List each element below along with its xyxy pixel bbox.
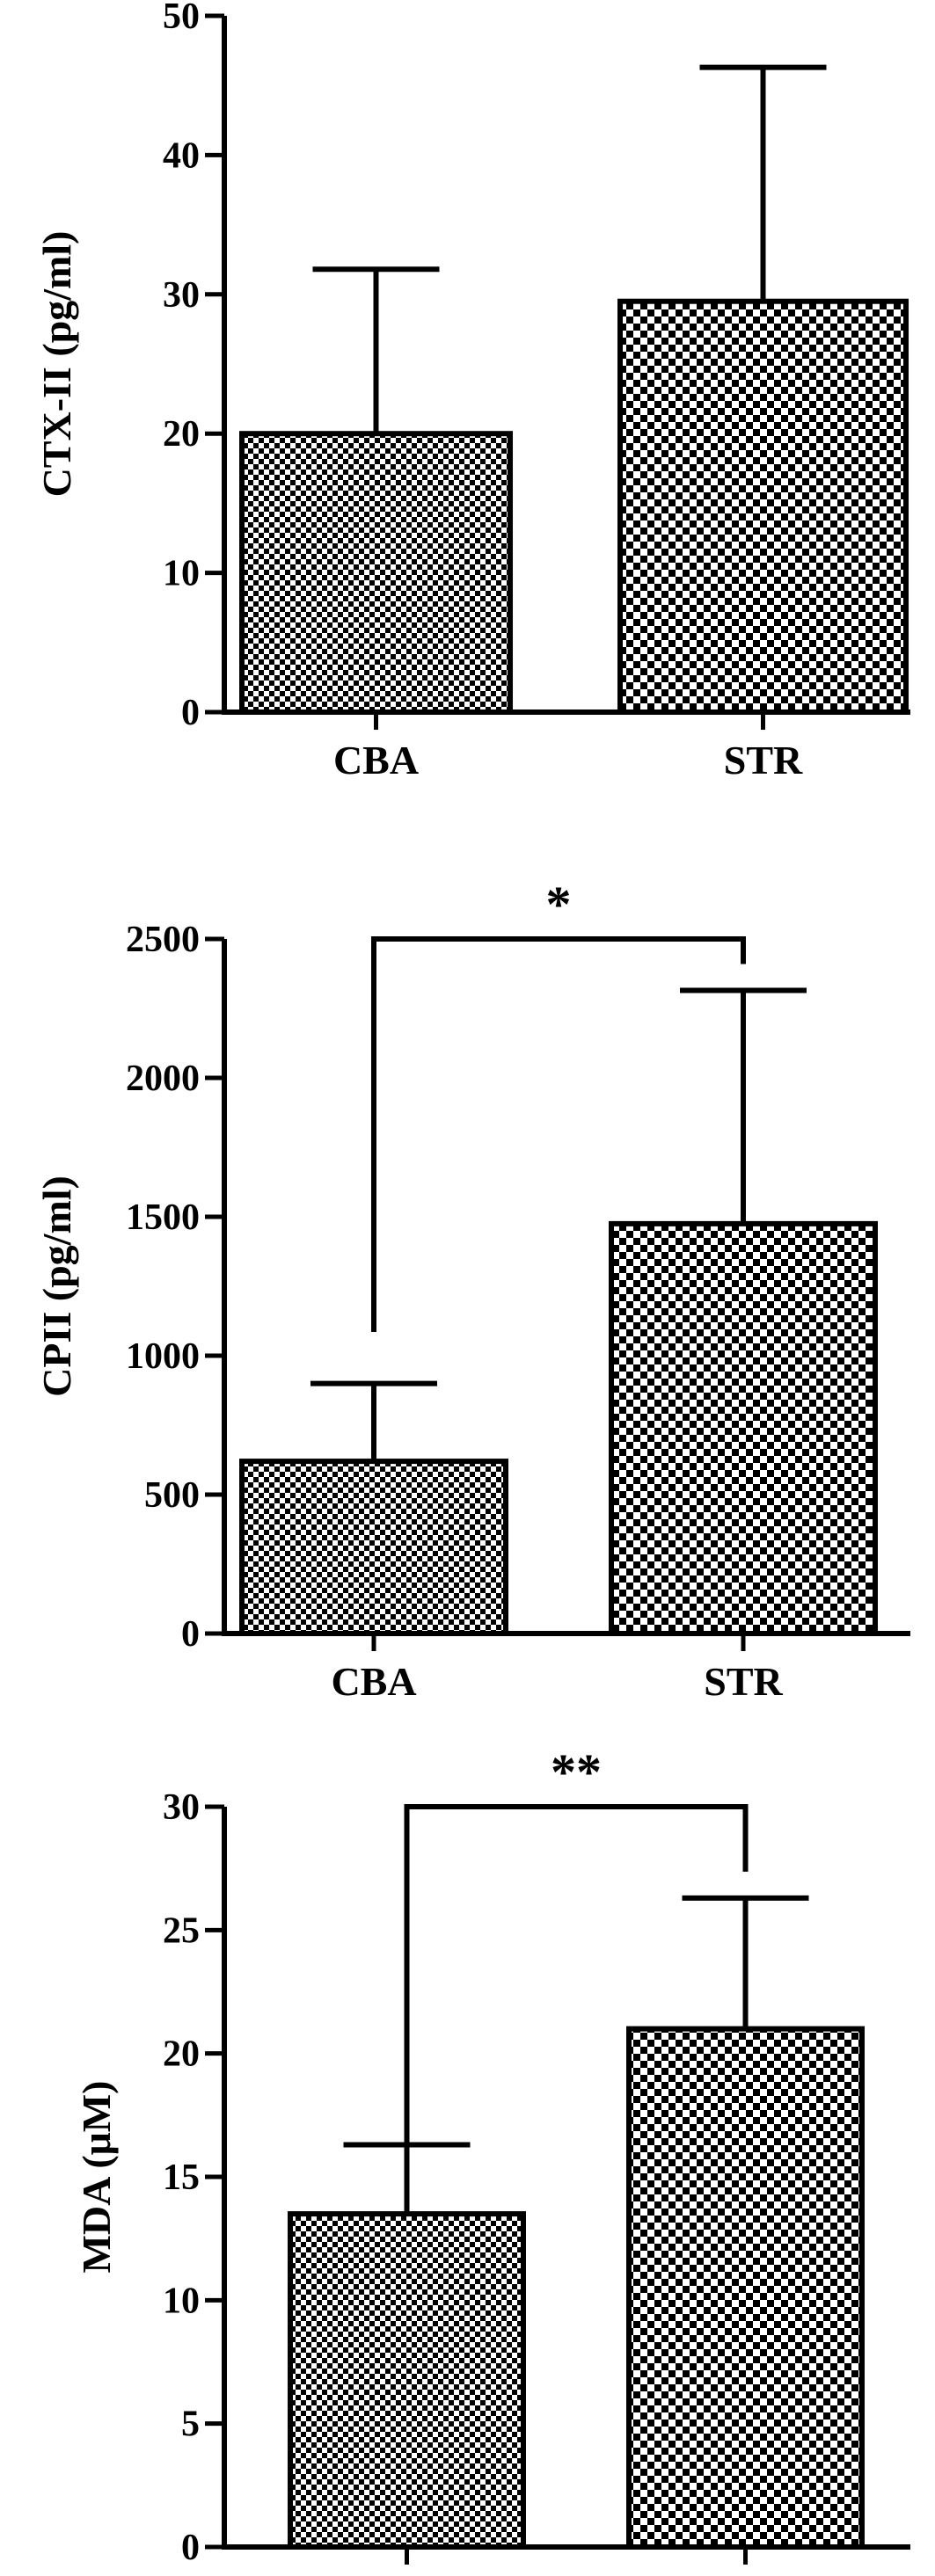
x-tick-label-str: STR: [704, 1659, 783, 1704]
y-tick-label: 1000: [126, 1336, 200, 1377]
y-tick-label: 20: [163, 414, 200, 455]
y-tick-label: 50: [163, 0, 200, 37]
significance-label: *: [546, 876, 572, 933]
significance-label: **: [551, 1743, 602, 1801]
y-axis-label: CPII (pg/ml): [34, 1175, 79, 1397]
y-tick-label: 20: [163, 2034, 200, 2075]
y-tick-label: 5: [181, 2405, 200, 2445]
y-tick-label: 0: [181, 2528, 200, 2568]
y-tick-label: 30: [163, 1787, 200, 1828]
y-tick-label: 1500: [126, 1197, 200, 1238]
y-tick-label: 15: [163, 2158, 200, 2198]
bar-str: [626, 2026, 865, 2551]
x-tick-label-cba: CBA: [364, 2572, 449, 2576]
y-tick-label: 2000: [126, 1059, 200, 1099]
y-axis-label: MDA (μM): [74, 2081, 119, 2274]
y-tick-label: 30: [163, 275, 200, 316]
y-tick-label: 40: [163, 135, 200, 176]
y-axis-label: CTX-II (pg/ml): [34, 231, 79, 498]
y-tick-label: 0: [181, 1614, 200, 1655]
significance-bracket: [371, 936, 746, 1332]
significance-bracket: [404, 1804, 749, 2182]
x-tick-label-str: STR: [724, 738, 803, 782]
x-tick-label-cba: CBA: [333, 738, 419, 782]
y-tick-label: 10: [163, 554, 200, 594]
bar-str: [609, 1220, 878, 1637]
bar-cba: [239, 1459, 508, 1636]
y-tick-label: 25: [163, 1910, 200, 1951]
x-tick-label-str: STR: [706, 2572, 785, 2576]
chart-panel-3: 0 5 10 15 20 25 30 MDA (μM) CBA STR **: [74, 1743, 910, 2576]
bar-cba: [239, 431, 513, 715]
chart-panel-2: 0 500 1000 1500 2000 2500 CPII (pg/ml) CBA STR *: [34, 876, 910, 1704]
y-tick-label: 10: [163, 2281, 200, 2321]
x-tick-label-cba: CBA: [331, 1659, 416, 1704]
y-tick-label: 500: [144, 1475, 200, 1516]
bar-str: [617, 298, 909, 715]
y-tick-label: 0: [181, 693, 200, 733]
chart-panel-1: 0 10 20 30 40 50 CTX-II (pg/ml) CBA STR: [34, 0, 910, 782]
y-tick-label: 2500: [126, 920, 200, 960]
bar-cba: [288, 2211, 526, 2551]
